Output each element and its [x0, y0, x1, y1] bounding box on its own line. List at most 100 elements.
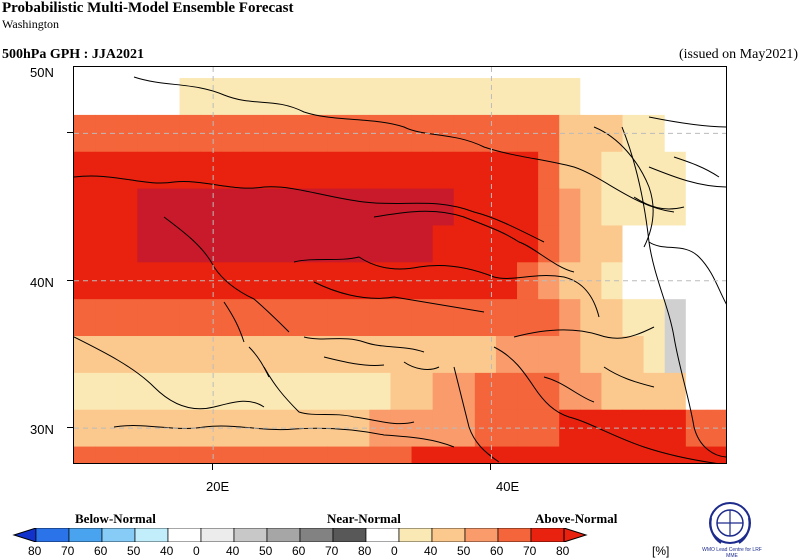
grid-cell — [158, 446, 180, 463]
grid-cell — [685, 225, 708, 263]
grid-cell — [706, 151, 726, 190]
colorbar-segment — [464, 528, 499, 542]
grid-cell — [242, 225, 265, 263]
grid-cell — [538, 151, 560, 190]
grid-cell — [242, 151, 265, 190]
grid-cell — [664, 299, 687, 337]
grid-cell — [517, 299, 539, 337]
grid-cell — [327, 151, 349, 190]
grid-cell — [242, 336, 265, 374]
grid-cell — [221, 188, 244, 226]
grid-cell — [685, 78, 708, 116]
grid-cell — [221, 151, 244, 190]
grid-cell — [538, 446, 560, 463]
grid-cell — [158, 299, 180, 337]
grid-cell — [685, 151, 708, 190]
grid-cell — [327, 78, 349, 116]
grid-cell — [538, 78, 560, 116]
grid-cell — [137, 336, 159, 374]
grid-cell — [179, 188, 202, 226]
grid-cell — [622, 299, 645, 337]
grid-cell — [369, 151, 391, 190]
grid-cell — [559, 225, 581, 263]
grid-cell — [453, 225, 476, 263]
grid-cell — [284, 188, 307, 226]
grid-cell — [474, 225, 497, 263]
grid-cell — [200, 225, 223, 263]
variable-label: 500hPa GPH : JJA2021 — [2, 47, 144, 62]
colorbar-tick-label: 0 — [193, 544, 200, 558]
grid-cell — [538, 188, 560, 226]
grid-cell — [200, 78, 223, 116]
grid-cell — [242, 188, 265, 226]
grid-cell — [95, 151, 117, 190]
grid-cell — [517, 78, 539, 116]
grid-cell — [306, 225, 328, 263]
grid-cell — [284, 336, 307, 374]
grid-cell — [179, 372, 202, 411]
grid-cell — [601, 262, 624, 300]
grid-cell — [348, 299, 370, 337]
grid-cell — [453, 299, 476, 337]
grid-cell — [74, 446, 96, 463]
colorbar-segment — [200, 528, 235, 542]
lat-label-30n: 30N — [30, 422, 54, 437]
grid-cell — [453, 188, 476, 226]
grid-cell — [706, 336, 726, 374]
grid-cell — [369, 78, 391, 116]
legend-above-normal: Above-Normal — [535, 511, 618, 526]
grid-cell — [369, 336, 391, 374]
colorbar-right-arrow — [563, 528, 588, 542]
grid-cell — [643, 372, 666, 411]
grid-cell — [559, 299, 581, 337]
grid-cell — [284, 372, 307, 411]
grid-cell — [116, 446, 138, 463]
grid-cell — [622, 225, 645, 263]
grid-cell — [664, 225, 687, 263]
grid-cell — [517, 225, 539, 263]
colorbar-tick-label: 50 — [259, 544, 273, 558]
grid-cell — [263, 151, 286, 190]
probability-grid — [74, 78, 726, 463]
grid-cell — [580, 151, 602, 190]
grid-cell — [601, 446, 624, 463]
grid-cell — [327, 188, 349, 226]
grid-cell — [74, 299, 96, 337]
grid-cell — [137, 225, 159, 263]
grid-cell — [685, 336, 708, 374]
grid-cell — [369, 372, 391, 411]
coastlines — [74, 76, 726, 463]
grid-cell — [411, 151, 434, 190]
grid-cell — [432, 151, 455, 190]
grid-cell — [95, 78, 117, 116]
grid-cell — [74, 188, 96, 226]
grid-cell — [474, 446, 497, 463]
grid-cell — [538, 336, 560, 374]
grid-cell — [706, 372, 726, 411]
grid-cell — [474, 151, 497, 190]
grid-cell — [706, 188, 726, 226]
grid-cell — [284, 262, 307, 300]
grid-cell — [348, 409, 370, 448]
grid-cell — [284, 114, 307, 153]
grid-cell — [601, 188, 624, 226]
grid-cell — [517, 446, 539, 463]
grid-cell — [179, 262, 202, 300]
grid-cell — [538, 114, 560, 153]
grid-cell — [390, 299, 413, 337]
grid-cell — [284, 299, 307, 337]
colorbar-tick-label: 70 — [523, 544, 537, 558]
grid-cell — [179, 151, 202, 190]
grid-cell — [158, 336, 180, 374]
grid-cell — [263, 78, 286, 116]
grid-cell — [263, 446, 286, 463]
grid-cell — [306, 446, 328, 463]
grid-cell — [622, 336, 645, 374]
grid-cell — [390, 188, 413, 226]
grid-cell — [158, 225, 180, 263]
colorbar-segment — [233, 528, 268, 542]
grid-cell — [432, 299, 455, 337]
grid-cell — [284, 78, 307, 116]
grid-cell — [601, 225, 624, 263]
grid-cell — [580, 78, 602, 116]
